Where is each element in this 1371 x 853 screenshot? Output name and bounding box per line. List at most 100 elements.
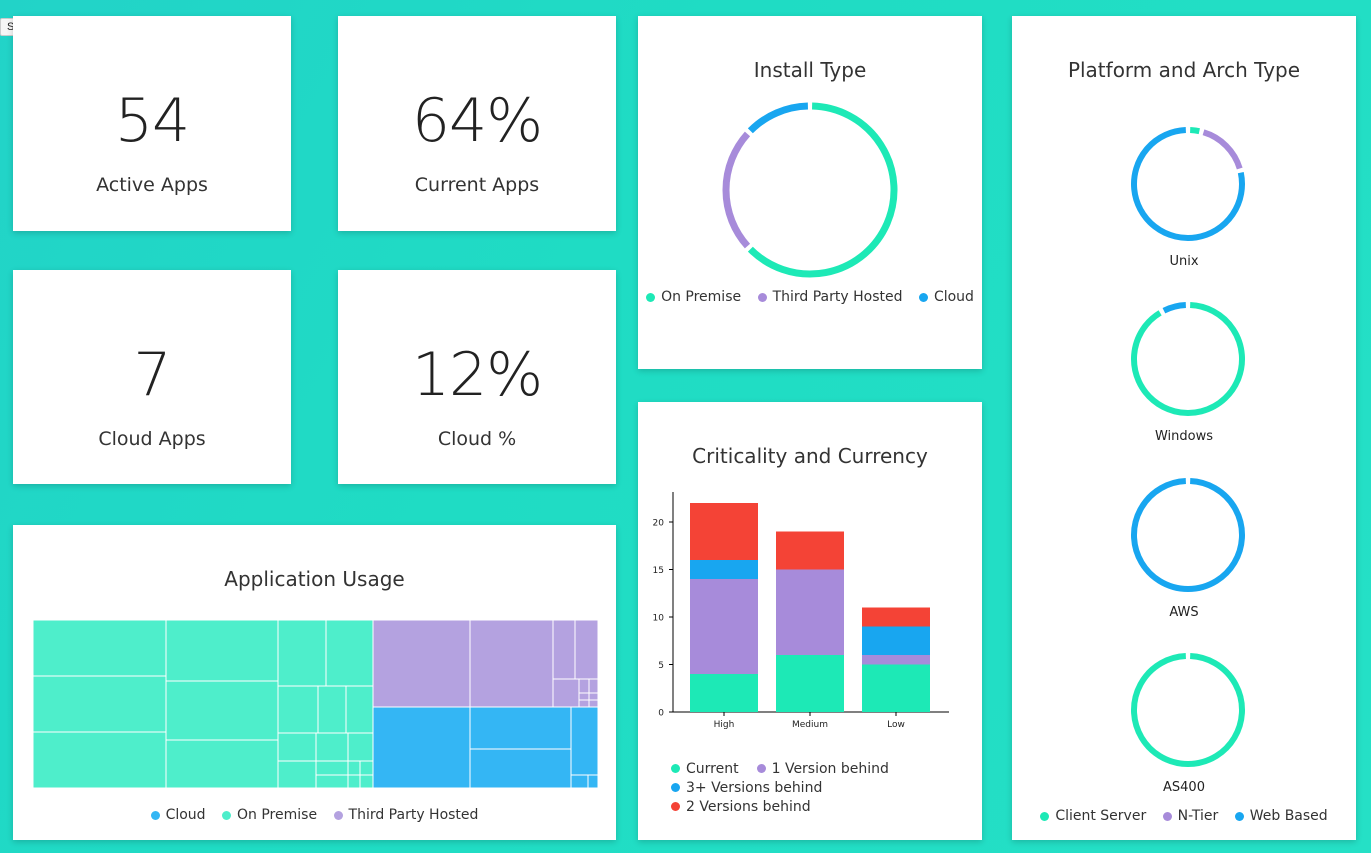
cloud-arc bbox=[747, 102, 809, 134]
treemap-tile[interactable] bbox=[469, 706, 572, 750]
legend-item-client-server: Client Server bbox=[1040, 808, 1146, 824]
treemap-tile[interactable] bbox=[469, 619, 554, 708]
install-type-card: Install Type On Premise Third Party Host… bbox=[638, 16, 982, 369]
legend-label: On Premise bbox=[237, 807, 318, 823]
bar-high-2-versions-behind bbox=[690, 503, 758, 560]
kpi-value: 7 bbox=[133, 340, 171, 410]
legend-dot-n-tier bbox=[1162, 811, 1172, 821]
legend-item-web-based: Web Based bbox=[1234, 808, 1328, 824]
client-server-arc bbox=[1189, 127, 1200, 135]
criticality-legend: Current 1 Version behind 3+ Versions beh… bbox=[671, 759, 907, 816]
web-based-arc bbox=[1131, 127, 1245, 241]
treemap-tile[interactable] bbox=[347, 760, 361, 776]
bar-high-3-versions-behind bbox=[690, 560, 758, 579]
legend-label: Third Party Hosted bbox=[772, 289, 903, 305]
platform-donuts bbox=[1131, 127, 1245, 767]
treemap-tile[interactable] bbox=[578, 678, 590, 694]
kpi-label: Active Apps bbox=[96, 174, 208, 196]
treemap-tile[interactable] bbox=[315, 760, 349, 776]
legend-dot-three-plus bbox=[671, 783, 680, 792]
platform-label-aws: AWS bbox=[1169, 605, 1199, 620]
treemap-tile[interactable] bbox=[469, 748, 572, 789]
legend-label: Cloud bbox=[165, 807, 206, 823]
treemap-tile[interactable] bbox=[277, 732, 317, 762]
client-server-arc bbox=[1131, 653, 1245, 767]
treemap-tile[interactable] bbox=[277, 760, 317, 789]
treemap-tile[interactable] bbox=[325, 619, 374, 687]
application-usage-treemap bbox=[32, 619, 599, 789]
kpi-card-current-apps: 64% Current Apps bbox=[338, 16, 616, 231]
legend-item-on-premise: On Premise bbox=[222, 807, 317, 823]
criticality-bar-chart: 0 5 10 15 20 High Medium Low bbox=[653, 492, 949, 730]
treemap-tile[interactable] bbox=[588, 699, 599, 708]
treemap-tile[interactable] bbox=[345, 685, 374, 734]
application-usage-card: Application Usage Cloud On Premise Third… bbox=[13, 525, 616, 840]
treemap-tile[interactable] bbox=[552, 619, 576, 680]
treemap-tile[interactable] bbox=[315, 732, 349, 762]
x-tick-label: Low bbox=[887, 720, 905, 730]
treemap-tile[interactable] bbox=[578, 699, 590, 708]
treemap-tile[interactable] bbox=[32, 675, 167, 733]
treemap-tile[interactable] bbox=[570, 706, 599, 776]
treemap-tile[interactable] bbox=[317, 685, 347, 734]
criticality-card: Criticality and Currency 0 5 10 15 20 High Med… bbox=[638, 402, 982, 840]
treemap-tile[interactable] bbox=[32, 619, 167, 677]
treemap-tile[interactable] bbox=[587, 774, 599, 789]
platform-donut-windows bbox=[1131, 302, 1245, 416]
legend-dot-cloud bbox=[150, 810, 160, 820]
treemap-tile[interactable] bbox=[347, 732, 374, 762]
bar-medium-current bbox=[776, 655, 844, 712]
bar-low-1-version-behind bbox=[862, 655, 930, 665]
web-based-arc bbox=[1162, 302, 1187, 314]
install-type-title: Install Type bbox=[753, 58, 867, 82]
legend-item-cloud: Cloud bbox=[150, 807, 206, 823]
treemap-tile[interactable] bbox=[588, 678, 599, 694]
treemap-tile[interactable] bbox=[578, 692, 590, 701]
treemap-tile[interactable] bbox=[372, 619, 471, 708]
kpi-label: Cloud Apps bbox=[98, 428, 206, 450]
legend-label: N-Tier bbox=[1177, 808, 1219, 824]
install-type-donut bbox=[722, 102, 898, 278]
platform-label-as400: AS400 bbox=[1163, 780, 1205, 795]
web-based-arc bbox=[1131, 478, 1245, 592]
legend-dot-web-based bbox=[1234, 811, 1244, 821]
third-party-hosted-arc bbox=[722, 131, 751, 249]
treemap-tile[interactable] bbox=[32, 731, 167, 789]
legend-item-on-premise: On Premise bbox=[646, 289, 741, 305]
treemap-tile[interactable] bbox=[277, 619, 327, 687]
kpi-value: 12% bbox=[411, 340, 543, 410]
treemap-tile[interactable] bbox=[165, 680, 279, 741]
legend-dot-third-party bbox=[757, 292, 767, 302]
bar-low-3-versions-behind bbox=[862, 626, 930, 655]
kpi-card-active-apps: 54 Active Apps bbox=[13, 16, 291, 231]
legend-item-one-behind: 1 Version behind bbox=[756, 761, 889, 777]
treemap-tile[interactable] bbox=[372, 706, 471, 789]
kpi-card-cloud-apps: 7 Cloud Apps bbox=[13, 270, 291, 484]
install-type-legend: On Premise Third Party Hosted Cloud bbox=[638, 289, 982, 306]
y-tick-label: 15 bbox=[653, 566, 664, 576]
y-tick-label: 0 bbox=[658, 709, 664, 719]
treemap-tile[interactable] bbox=[347, 774, 361, 789]
treemap-tile[interactable] bbox=[359, 774, 374, 789]
legend-label: Client Server bbox=[1055, 808, 1147, 824]
legend-dot-two-behind bbox=[671, 802, 680, 811]
platform-card: Platform and Arch Type Unix Windows AWS … bbox=[1012, 16, 1356, 840]
treemap-tile[interactable] bbox=[165, 739, 279, 789]
treemap-tile[interactable] bbox=[574, 619, 599, 680]
y-tick-label: 20 bbox=[653, 519, 665, 529]
criticality-title: Criticality and Currency bbox=[692, 444, 928, 468]
treemap-tile[interactable] bbox=[588, 692, 599, 701]
legend-label: Cloud bbox=[933, 289, 974, 305]
treemap-tile[interactable] bbox=[552, 678, 580, 708]
platform-donut-as400 bbox=[1131, 653, 1245, 767]
treemap-tile[interactable] bbox=[165, 619, 279, 682]
application-usage-title: Application Usage bbox=[224, 567, 405, 591]
bar-medium-2-versions-behind bbox=[776, 531, 844, 570]
treemap-tile[interactable] bbox=[570, 774, 589, 789]
bar-low-current bbox=[862, 664, 930, 712]
treemap-tile[interactable] bbox=[277, 685, 319, 734]
treemap-tile[interactable] bbox=[359, 760, 374, 776]
legend-dot-current bbox=[671, 764, 680, 773]
application-usage-legend: Cloud On Premise Third Party Hosted bbox=[13, 807, 616, 824]
treemap-tile[interactable] bbox=[315, 774, 349, 789]
